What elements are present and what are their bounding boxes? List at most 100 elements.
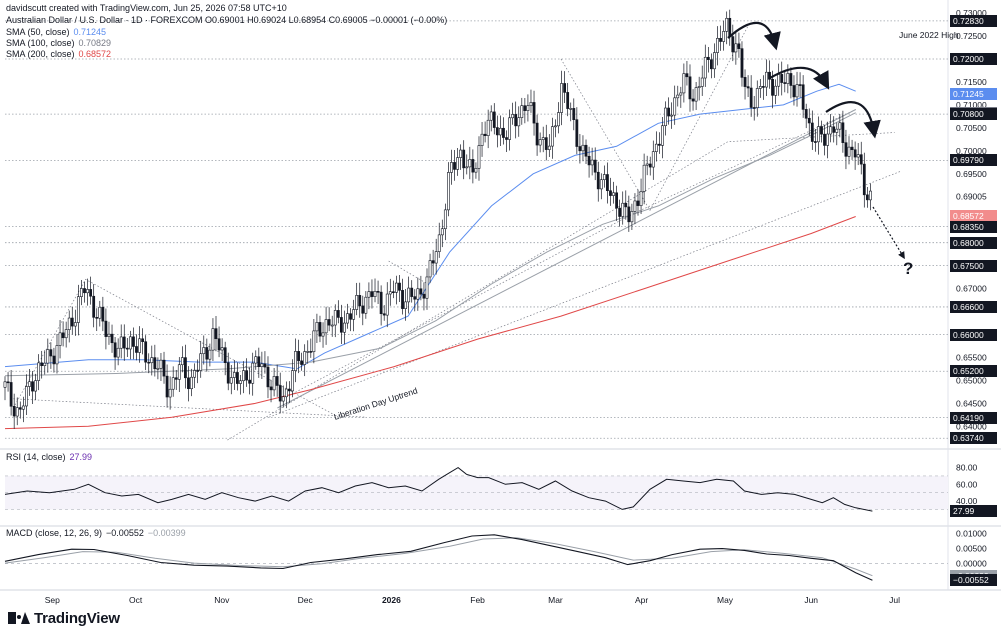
candle-body[interactable] [514, 114, 518, 127]
price-level-badge[interactable]: 0.67500 [950, 259, 997, 272]
candle-body[interactable] [297, 351, 300, 362]
candle-body[interactable] [630, 211, 634, 223]
price-level-badge[interactable]: 0.72830 [950, 14, 997, 27]
candle-body[interactable] [49, 349, 53, 357]
candle-body[interactable] [413, 296, 417, 300]
candle-body[interactable] [309, 351, 313, 353]
candle-body[interactable] [236, 372, 239, 384]
candle-body[interactable] [508, 117, 511, 140]
sma-line-200[interactable] [4, 216, 856, 430]
price-level-badge[interactable]: 0.63740 [950, 432, 997, 445]
price-level-badge[interactable]: 0.68350 [950, 220, 997, 233]
candle-body[interactable] [294, 351, 297, 371]
candle-body[interactable] [135, 346, 138, 353]
candle-body[interactable] [557, 112, 560, 127]
trend-line[interactable] [13, 398, 367, 418]
candle-body[interactable] [859, 154, 863, 165]
candle-body[interactable] [278, 385, 282, 402]
candle-body[interactable] [645, 163, 649, 166]
candle-body[interactable] [128, 336, 132, 350]
candle-body[interactable] [523, 105, 527, 111]
trend-line[interactable] [268, 171, 901, 418]
candle-body[interactable] [618, 207, 622, 217]
candle-body[interactable] [187, 377, 190, 390]
candle-body[interactable] [333, 310, 337, 326]
macd-value-badge[interactable]: −0.00552 [950, 574, 997, 587]
candle-body[interactable] [771, 78, 774, 96]
trend-line[interactable] [227, 132, 895, 441]
candle-body[interactable] [382, 313, 386, 316]
candle-body[interactable] [31, 381, 34, 392]
candle-body[interactable] [34, 380, 37, 392]
candle-body[interactable] [141, 338, 145, 342]
candle-body[interactable] [792, 85, 796, 98]
candle-body[interactable] [801, 84, 805, 110]
candle-body[interactable] [505, 137, 508, 140]
candle-body[interactable] [67, 317, 71, 330]
candle-body[interactable] [58, 332, 62, 346]
sma100-legend[interactable]: SMA (100, close) 0.70829 [6, 38, 112, 48]
candle-body[interactable] [841, 122, 845, 143]
candle-body[interactable] [248, 379, 252, 384]
candle-body[interactable] [358, 295, 362, 307]
candle-body[interactable] [807, 117, 811, 124]
candle-body[interactable] [544, 137, 548, 150]
candle-body[interactable] [511, 114, 515, 119]
candle-body[interactable] [599, 179, 603, 190]
candle-body[interactable] [199, 353, 203, 371]
candle-body[interactable] [459, 149, 463, 158]
candle-body[interactable] [780, 74, 784, 83]
candle-body[interactable] [664, 107, 667, 127]
rsi-value-badge[interactable]: 27.99 [950, 505, 997, 518]
candle-body[interactable] [685, 73, 689, 78]
candle-body[interactable] [367, 291, 371, 298]
candle-body[interactable] [746, 86, 750, 89]
candle-body[interactable] [661, 125, 664, 146]
candle-body[interactable] [226, 362, 230, 384]
candle-body[interactable] [147, 361, 151, 364]
price-level-badge[interactable]: 0.68000 [950, 236, 997, 249]
price-level-badge[interactable]: 0.70800 [950, 108, 997, 121]
candle-body[interactable] [428, 260, 432, 278]
candle-body[interactable] [639, 191, 643, 206]
trend-line[interactable] [560, 58, 651, 211]
candle-body[interactable] [315, 322, 319, 332]
candle-body[interactable] [743, 77, 747, 87]
price-level-badge[interactable]: 0.69790 [950, 154, 997, 167]
annotation-arrow[interactable] [825, 101, 881, 139]
candle-body[interactable] [254, 356, 258, 364]
candle-body[interactable] [783, 82, 787, 84]
candle-body[interactable] [648, 163, 652, 168]
candle-body[interactable] [83, 288, 86, 294]
candle-body[interactable] [817, 126, 820, 143]
candle-body[interactable] [700, 77, 704, 87]
price-level-badge[interactable]: 0.64190 [950, 411, 997, 424]
candle-body[interactable] [98, 306, 102, 319]
candle-body[interactable] [232, 372, 236, 378]
projection-arrow[interactable] [872, 206, 905, 260]
candle-body[interactable] [755, 88, 759, 109]
candle-body[interactable] [477, 145, 481, 169]
trend-line[interactable] [12, 278, 339, 418]
candle-body[interactable] [144, 341, 148, 363]
candle-body[interactable] [73, 322, 77, 327]
candle-body[interactable] [401, 290, 404, 309]
candle-body[interactable] [581, 144, 585, 152]
candle-body[interactable] [456, 157, 459, 170]
candle-body[interactable] [318, 322, 322, 337]
candle-body[interactable] [502, 127, 505, 138]
candle-body[interactable] [624, 202, 628, 208]
candle-body[interactable] [658, 143, 661, 146]
candle-body[interactable] [284, 388, 288, 398]
candle-body[interactable] [483, 133, 487, 136]
candle-body[interactable] [541, 137, 545, 140]
candle-body[interactable] [495, 127, 499, 136]
tradingview-logo[interactable]: TradingView [8, 610, 120, 627]
candle-body[interactable] [621, 202, 625, 217]
candle-body[interactable] [740, 48, 744, 78]
candle-body[interactable] [609, 190, 612, 196]
candle-body[interactable] [633, 200, 637, 212]
candle-body[interactable] [220, 347, 224, 351]
candle-body[interactable] [242, 370, 245, 382]
